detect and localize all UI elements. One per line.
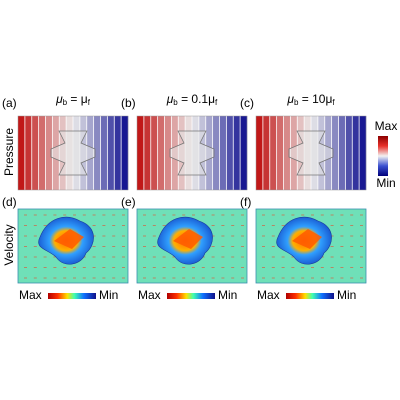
pressure-stripe	[352, 116, 360, 190]
panel-frame	[136, 115, 248, 191]
colorbar-min: Min	[337, 288, 356, 302]
pressure-stripe	[359, 116, 367, 190]
pressure-stripe	[256, 116, 264, 190]
colorbar-max: Max	[375, 119, 398, 133]
pressure-stripe	[164, 116, 172, 190]
panel-label: (a)	[2, 96, 17, 110]
panel-title: μb = μf	[55, 92, 91, 107]
pressure-stripe	[18, 116, 26, 190]
colorbar-min: Min	[376, 176, 395, 190]
velocity-colorbar	[286, 293, 334, 299]
pressure-colorbar	[378, 136, 388, 176]
vessel-outline	[169, 130, 215, 176]
panel-frame	[17, 115, 129, 191]
pressure-stripe	[276, 116, 284, 190]
velocity-peak	[54, 229, 84, 249]
vessel-outline	[288, 130, 334, 176]
pressure-stripe	[114, 116, 122, 190]
vessel-outline	[50, 130, 96, 176]
pressure-stripe	[31, 116, 39, 190]
subscript: f	[215, 98, 218, 107]
pressure-stripe	[121, 116, 129, 190]
pressure-stripe	[24, 116, 32, 190]
colorbar-min: Min	[99, 288, 118, 302]
panel-title: μb = 0.1μf	[166, 92, 218, 107]
subscript: f	[88, 98, 91, 107]
velocity-peak	[292, 229, 322, 249]
pressure-stripe	[38, 116, 46, 190]
pressure-stripe	[233, 116, 241, 190]
pressure-stripe	[219, 116, 227, 190]
subscript: b	[63, 98, 68, 107]
pressure-stripe	[93, 116, 101, 190]
pressure-stripe	[157, 116, 165, 190]
velocity-colorbar	[48, 293, 96, 299]
pressure-stripe	[45, 116, 53, 190]
pressure-stripe	[331, 116, 339, 190]
pressure-stripe	[269, 116, 277, 190]
row-label: Pressure	[2, 128, 16, 176]
subscript: b	[173, 98, 178, 107]
panel-frame	[255, 115, 367, 191]
velocity-colorbar	[167, 293, 215, 299]
pressure-stripe	[345, 116, 353, 190]
title-text: = μ	[67, 92, 88, 106]
pressure-stripe	[212, 116, 220, 190]
colorbar-max: Max	[257, 288, 280, 302]
title-text: μ	[286, 92, 294, 106]
pressure-stripe	[137, 116, 145, 190]
title-text: = 10μ	[298, 92, 332, 106]
panel-label: (e)	[121, 195, 136, 209]
title-text: μ	[55, 92, 63, 106]
row-label: Velocity	[2, 224, 16, 265]
pressure-stripe	[150, 116, 158, 190]
pressure-stripe	[100, 116, 108, 190]
pressure-stripe	[338, 116, 346, 190]
panel-title: μb = 10μf	[286, 92, 335, 107]
panel-label: (d)	[2, 195, 17, 209]
colorbar-max: Max	[138, 288, 161, 302]
colorbar-min: Min	[218, 288, 237, 302]
pressure-stripe	[240, 116, 248, 190]
panel-label: (c)	[240, 96, 254, 110]
panel-label: (b)	[121, 96, 136, 110]
pressure-stripe	[283, 116, 291, 190]
pressure-stripe	[262, 116, 270, 190]
panel-label: (f)	[240, 195, 251, 209]
pressure-stripe	[143, 116, 151, 190]
title-text: = 0.1μ	[178, 92, 215, 106]
title-text: μ	[166, 92, 174, 106]
subscript: b	[294, 98, 299, 107]
subscript: f	[332, 98, 335, 107]
pressure-stripe	[226, 116, 234, 190]
velocity-peak	[173, 229, 203, 249]
pressure-stripe	[107, 116, 115, 190]
colorbar-max: Max	[19, 288, 42, 302]
